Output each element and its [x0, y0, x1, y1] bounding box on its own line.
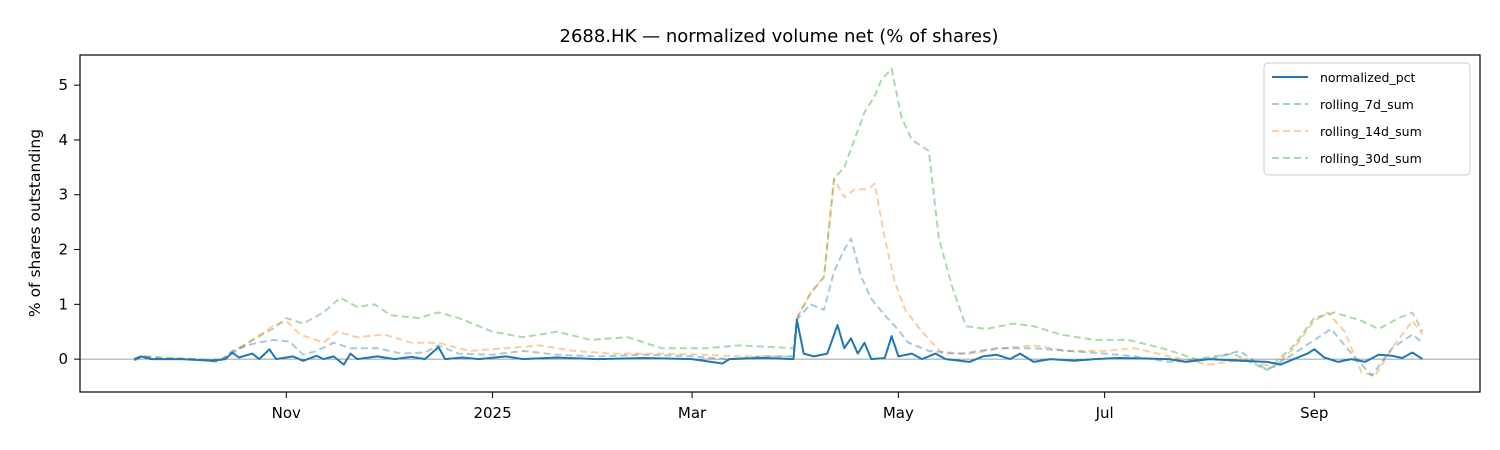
- legend: normalized_pct rolling_7d_sum rolling_14d_…: [1263, 62, 1471, 176]
- x-tick-label: Mar: [678, 404, 707, 422]
- legend-label-rolling_7d_sum: rolling_7d_sum: [1320, 97, 1414, 112]
- x-tick-label: May: [883, 404, 914, 422]
- legend-label-rolling_30d_sum: rolling_30d_sum: [1320, 151, 1422, 166]
- x-tick-label: Sep: [1300, 404, 1328, 422]
- y-tick-label: 2: [58, 241, 68, 259]
- legend-label-rolling_14d_sum: rolling_14d_sum: [1320, 124, 1422, 139]
- y-axis-label: % of shares outstanding: [26, 129, 44, 317]
- y-tick-label: 0: [58, 350, 68, 368]
- y-tick-label: 3: [58, 186, 68, 204]
- series-line-rolling_30d_sum: [133, 67, 1424, 372]
- plot-area: 0 1 2 3 4 5 Nov 2025 Mar May Jul Sep: [58, 54, 1481, 422]
- y-tick-label: 4: [58, 131, 68, 149]
- series-line-rolling_14d_sum: [133, 177, 1424, 377]
- y-tick-label: 5: [58, 76, 68, 94]
- plot-frame: [79, 54, 1481, 393]
- legend-label-normalized_pct: normalized_pct: [1320, 70, 1416, 85]
- series-line-normalized_pct: [133, 318, 1424, 366]
- x-tick-label: Jul: [1095, 404, 1114, 422]
- x-tick-label: Nov: [272, 404, 301, 422]
- legend-box: [1263, 62, 1471, 176]
- x-tick-label: 2025: [473, 404, 511, 422]
- y-tick-label: 1: [58, 295, 68, 313]
- chart-title: 2688.HK — normalized volume net (% of sh…: [560, 26, 999, 47]
